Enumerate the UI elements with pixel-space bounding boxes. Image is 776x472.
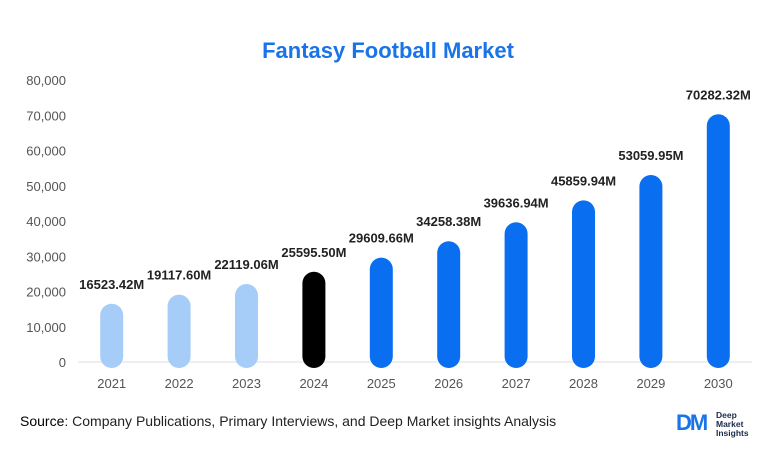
data-labels: 16523.42M19117.60M22119.06M25595.50M2960…: [79, 87, 751, 292]
data-label: 29609.66M: [349, 231, 414, 246]
bar-2027: [504, 222, 528, 368]
bar-2024: [302, 271, 326, 368]
x-axis-ticks: 2021 2022 2023 2024 2025 2026 2027 2028 2029 2030: [97, 376, 733, 391]
logo-line-1: Deep: [716, 410, 737, 420]
company-logo: DM Deep Market Insights: [676, 410, 766, 440]
bar-2029: [639, 174, 663, 368]
bar-2021: [100, 303, 124, 368]
bar-2028: [572, 200, 595, 368]
source-note: Source: Company Publications, Primary In…: [20, 413, 556, 429]
x-tick-label: 2029: [636, 376, 665, 391]
bar-2022: [167, 294, 191, 368]
y-axis-ticks: 0 10,000 20,000 30,000 40,000 50,000 60,000 70,…: [26, 73, 66, 370]
data-label: 25595.50M: [281, 245, 346, 260]
data-label: 53059.95M: [618, 148, 683, 163]
chart-title: Fantasy Football Market: [262, 38, 514, 63]
y-tick-label: 80,000: [26, 73, 66, 88]
y-tick-label: 10,000: [26, 320, 66, 335]
y-tick-label: 70,000: [26, 108, 66, 123]
data-label: 34258.38M: [416, 214, 481, 229]
bar-2026: [437, 241, 461, 368]
x-tick-label: 2021: [97, 376, 126, 391]
x-tick-label: 2026: [434, 376, 463, 391]
bar-2030: [706, 114, 730, 368]
x-tick-label: 2022: [165, 376, 194, 391]
logo-line-2: Market: [716, 419, 744, 429]
y-tick-label: 0: [59, 355, 66, 370]
y-tick-label: 30,000: [26, 249, 66, 264]
y-tick-label: 60,000: [26, 144, 66, 159]
x-tick-label: 2023: [232, 376, 261, 391]
x-tick-label: 2024: [299, 376, 328, 391]
data-label: 16523.42M: [79, 277, 144, 292]
y-tick-label: 40,000: [26, 214, 66, 229]
x-tick-label: 2027: [502, 376, 531, 391]
x-tick-label: 2028: [569, 376, 598, 391]
data-label: 19117.60M: [147, 268, 211, 283]
logo-text: Deep Market Insights: [716, 411, 749, 438]
source-text: : Company Publications, Primary Intervie…: [64, 413, 557, 429]
source-label: Source: [20, 413, 65, 429]
bars: [100, 114, 730, 368]
bar-2025: [369, 257, 393, 368]
data-label: 39636.94M: [484, 195, 549, 210]
data-label: 22119.06M: [214, 257, 278, 272]
x-tick-label: 2030: [704, 376, 733, 391]
data-label: 70282.32M: [686, 87, 751, 102]
data-label: 45859.94M: [551, 173, 616, 188]
bar-chart: 0 10,000 20,000 30,000 40,000 50,000 60,000 70,…: [26, 73, 752, 391]
y-tick-label: 20,000: [26, 285, 66, 300]
bar-2023: [235, 284, 258, 368]
y-tick-label: 50,000: [26, 179, 66, 194]
logo-mark: DM: [676, 410, 708, 435]
logo-line-3: Insights: [716, 428, 749, 438]
x-tick-label: 2025: [367, 376, 396, 391]
